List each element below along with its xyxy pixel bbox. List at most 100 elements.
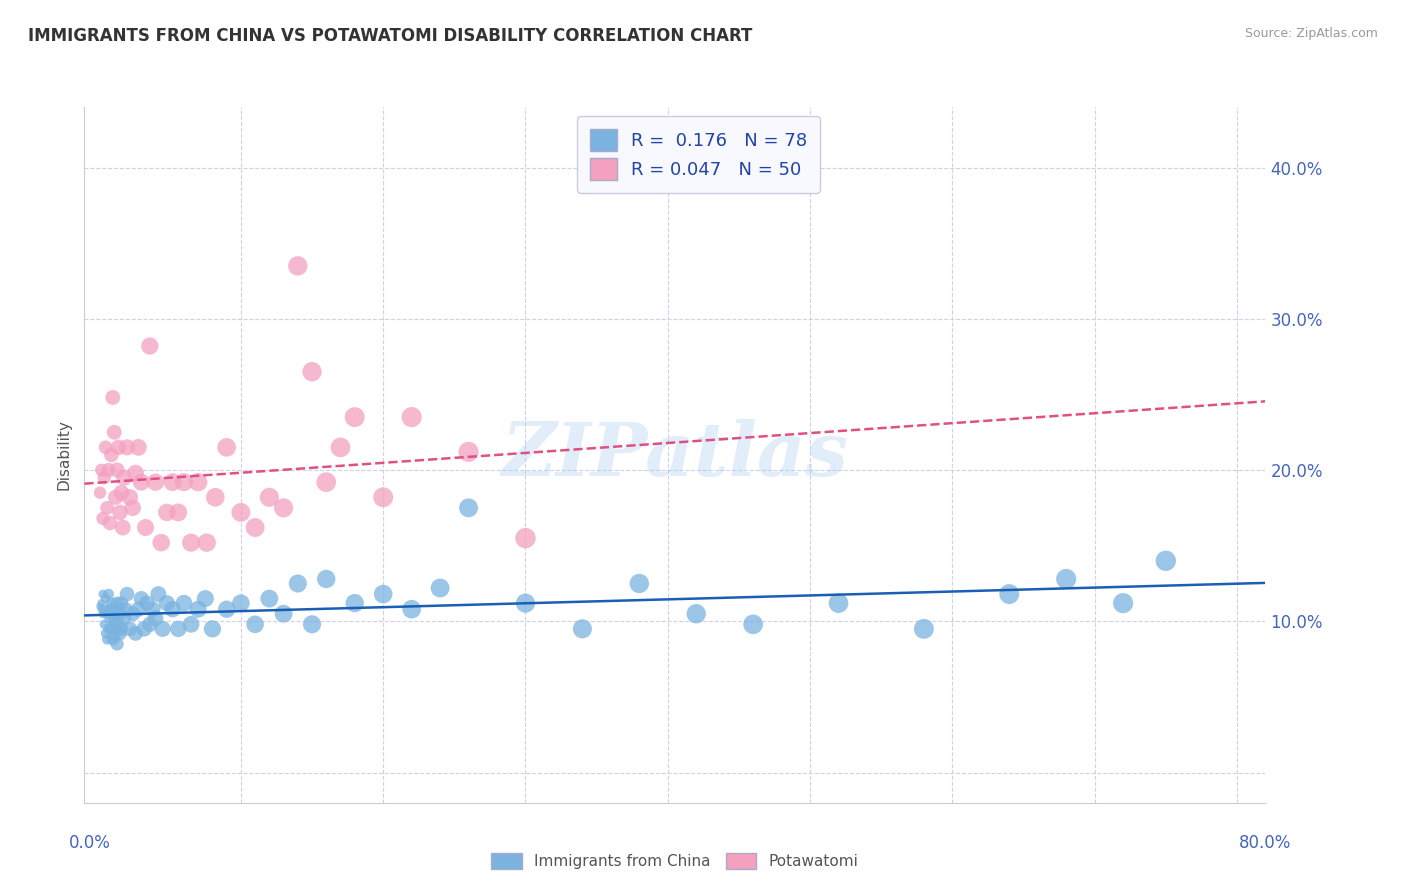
Point (90, 602, 112, 616)
Point (110, 596, 132, 610)
Point (103, 425, 125, 440)
Point (742, 617, 765, 632)
Point (103, 629, 125, 643)
Point (98, 611, 121, 625)
Point (114, 602, 136, 616)
Point (96, 500, 118, 515)
Point (108, 607, 131, 621)
Point (315, 475, 337, 490)
Point (108, 505, 131, 519)
Point (91, 587, 114, 601)
Point (156, 596, 179, 610)
Text: Source: ZipAtlas.com: Source: ZipAtlas.com (1244, 27, 1378, 40)
Point (135, 520, 157, 534)
Point (273, 500, 295, 515)
Point (167, 622, 190, 636)
Point (329, 441, 352, 455)
Point (96, 632, 118, 647)
Point (195, 535, 218, 549)
Point (90, 596, 112, 610)
Point (571, 622, 593, 636)
Point (243, 617, 266, 632)
Point (301, 617, 323, 632)
Point (173, 596, 195, 610)
Point (912, 622, 935, 636)
Point (628, 576, 651, 591)
Point (180, 617, 202, 632)
Point (287, 576, 309, 591)
Point (145, 611, 167, 625)
Point (91, 511, 114, 525)
Point (401, 602, 423, 616)
Point (90, 463, 112, 477)
Point (94, 591, 117, 606)
Point (115, 587, 138, 601)
Point (112, 611, 135, 625)
Legend: Immigrants from China, Potawatomi: Immigrants from China, Potawatomi (485, 847, 865, 875)
Text: IMMIGRANTS FROM CHINA VS POTAWATOMI DISABILITY CORRELATION CHART: IMMIGRANTS FROM CHINA VS POTAWATOMI DISA… (28, 27, 752, 45)
Point (167, 505, 190, 519)
Point (343, 410, 366, 425)
Point (1054, 572, 1077, 586)
Point (373, 587, 395, 601)
Point (101, 391, 124, 405)
Point (142, 602, 165, 616)
Point (1112, 596, 1135, 610)
Point (515, 531, 537, 545)
Point (1154, 554, 1177, 568)
Point (100, 622, 122, 636)
Point (136, 596, 159, 610)
Point (112, 470, 135, 484)
Point (107, 617, 129, 632)
Point (162, 475, 184, 490)
Point (89, 599, 111, 614)
Point (515, 596, 537, 610)
Point (373, 490, 395, 504)
Point (111, 520, 134, 534)
Point (457, 445, 479, 459)
Point (201, 622, 224, 636)
Point (173, 475, 195, 490)
Point (685, 607, 707, 621)
Point (98, 602, 121, 616)
Y-axis label: Disability: Disability (56, 419, 72, 491)
Point (134, 622, 156, 636)
Point (93, 602, 115, 616)
Point (96, 607, 118, 621)
Point (97, 622, 120, 636)
Point (124, 466, 146, 480)
Point (93, 470, 115, 484)
Point (121, 607, 143, 621)
Point (457, 500, 479, 515)
Point (118, 490, 141, 504)
Point (148, 587, 170, 601)
Point (104, 490, 127, 504)
Point (287, 259, 309, 273)
Point (103, 615, 125, 629)
Point (152, 622, 174, 636)
Point (215, 602, 238, 616)
Point (139, 339, 162, 353)
Point (827, 596, 849, 610)
Point (301, 365, 323, 379)
Point (115, 441, 138, 455)
Point (194, 591, 217, 606)
Point (429, 581, 451, 595)
Text: 80.0%: 80.0% (1239, 834, 1292, 852)
Point (243, 520, 266, 534)
Point (110, 622, 132, 636)
Point (156, 505, 179, 519)
Point (145, 475, 167, 490)
Point (150, 535, 173, 549)
Point (107, 441, 129, 455)
Text: 0.0%: 0.0% (69, 834, 111, 852)
Point (94, 441, 117, 455)
Point (139, 617, 162, 632)
Point (229, 505, 252, 519)
Text: ZIPatlas: ZIPatlas (502, 418, 848, 491)
Point (110, 485, 132, 500)
Point (273, 607, 295, 621)
Point (101, 602, 124, 616)
Point (343, 596, 366, 610)
Point (104, 607, 127, 621)
